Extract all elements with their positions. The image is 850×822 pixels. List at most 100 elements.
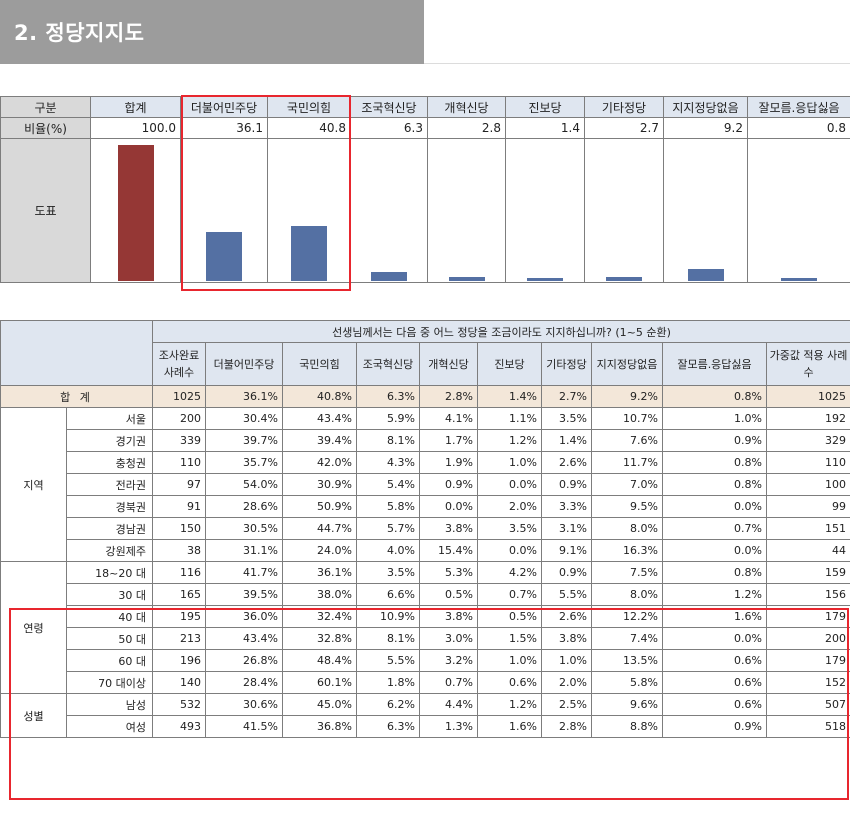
chart-cell <box>505 138 585 283</box>
cell-value: 3.2% <box>419 649 478 672</box>
cell-value: 2.5% <box>541 693 592 716</box>
cell-value: 9.5% <box>591 495 663 518</box>
header-4: 조국혁신당 <box>350 96 428 118</box>
section-title: 2. 정당지지도 <box>14 21 145 45</box>
cell-value: 100 <box>765 473 850 496</box>
rate-value: 0.8 <box>747 117 850 139</box>
cell-value: 3.5% <box>356 561 420 584</box>
rate-value: 100.0 <box>90 117 181 139</box>
total-value: 6.3% <box>356 385 420 408</box>
cell-value: 41.5% <box>205 715 283 738</box>
cell-value: 0.9% <box>541 561 592 584</box>
cell-value: 5.7% <box>356 517 420 540</box>
column-header: 잘모름.응답싫음 <box>662 342 767 386</box>
section-title-bar: 2. 정당지지도 <box>0 0 424 64</box>
cell-value: 3.5% <box>477 517 542 540</box>
party-support-detail-table: 선생님께서는 다음 중 어느 정당을 조금이라도 지지하십니까? (1~5 순환… <box>0 320 850 738</box>
column-header: 더불어민주당 <box>205 342 283 386</box>
cell-value: 0.5% <box>419 583 478 606</box>
header-3: 국민의힘 <box>267 96 351 118</box>
cell-value: 8.0% <box>591 517 663 540</box>
total-value: 2.8% <box>419 385 478 408</box>
summary-rate-row: 비율(%) 100.0 36.1 40.8 6.3 2.8 1.4 2.7 9.2 0.8 <box>0 117 850 139</box>
cell-value: 97 <box>152 473 206 496</box>
row-label: 경기권 <box>66 429 153 452</box>
group-label: 성별 <box>0 693 67 738</box>
cell-value: 11.7% <box>591 451 663 474</box>
cell-value: 196 <box>152 649 206 672</box>
chart-cell <box>267 138 351 283</box>
header-5: 개혁신당 <box>427 96 506 118</box>
cell-value: 151 <box>765 517 850 540</box>
cell-value: 110 <box>765 451 850 474</box>
cell-value: 30.5% <box>205 517 283 540</box>
table-row: 30 대 165 39.5% 38.0% 6.6% 0.5% 0.7% 5.5% 8.0% 1.2… <box>1 583 850 606</box>
cell-value: 1.4% <box>541 429 592 452</box>
cell-value: 165 <box>152 583 206 606</box>
cell-value: 39.4% <box>282 429 357 452</box>
bar-party-4 <box>448 277 485 281</box>
cell-value: 532 <box>152 693 206 716</box>
cell-value: 1.0% <box>541 649 592 672</box>
cell-value: 0.7% <box>477 583 542 606</box>
cell-value: 152 <box>765 671 850 694</box>
cell-value: 54.0% <box>205 473 283 496</box>
bar-party-7 <box>687 268 724 281</box>
summary-header-row: 구분 합계 더불어민주당 국민의힘 조국혁신당 개혁신당 진보당 기타정당 지지정당없음 잘모름.… <box>0 96 850 118</box>
total-value: 2.7% <box>541 385 592 408</box>
cell-value: 1.7% <box>419 429 478 452</box>
cell-value: 5.4% <box>356 473 420 496</box>
cell-value: 38.0% <box>282 583 357 606</box>
cell-value: 43.4% <box>205 627 283 650</box>
cell-value: 5.5% <box>356 649 420 672</box>
cell-value: 0.8% <box>662 561 767 584</box>
chart-cell <box>584 138 664 283</box>
cell-value: 24.0% <box>282 539 357 562</box>
cell-value: 36.1% <box>282 561 357 584</box>
rate-value: 1.4 <box>505 117 585 139</box>
cell-value: 5.3% <box>419 561 478 584</box>
cell-value: 0.0% <box>662 539 767 562</box>
cell-value: 140 <box>152 671 206 694</box>
column-header: 조사완료 사례수 <box>152 342 206 386</box>
cell-value: 32.4% <box>282 605 357 628</box>
table-row: 성별 남성 532 30.6% 45.0% 6.2% 4.4% 1.2% 2.5% 9.6% 0.6… <box>0 693 850 738</box>
cell-value: 32.8% <box>282 627 357 650</box>
header-9: 잘모름.응답싫음 <box>747 96 850 118</box>
total-value: 1025 <box>765 385 850 408</box>
cell-value: 0.6% <box>662 671 767 694</box>
cell-value: 5.9% <box>356 407 420 430</box>
cell-value: 44 <box>765 539 850 562</box>
column-header: 지지정당없음 <box>591 342 663 386</box>
cell-value: 7.4% <box>591 627 663 650</box>
cell-value: 2.0% <box>541 671 592 694</box>
row-label: 여성 <box>66 715 153 738</box>
column-header: 기타정당 <box>541 342 592 386</box>
bar-total <box>117 145 154 281</box>
cell-value: 44.7% <box>282 517 357 540</box>
cell-value: 0.0% <box>419 495 478 518</box>
total-row: 합 계 1025 36.1% 40.8% 6.3% 2.8% 1.4% 2.7% 9.2% 0.8… <box>0 385 850 408</box>
chart-cell <box>350 138 428 283</box>
header-8: 지지정당없음 <box>663 96 748 118</box>
question-text: 선생님께서는 다음 중 어느 정당을 조금이라도 지지하십니까? (1~5 순환… <box>151 320 850 343</box>
cell-value: 36.0% <box>205 605 283 628</box>
cell-value: 0.0% <box>477 539 542 562</box>
cell-value: 5.8% <box>591 671 663 694</box>
chart-cell <box>90 138 181 283</box>
cell-value: 48.4% <box>282 649 357 672</box>
header-2: 더불어민주당 <box>180 96 268 118</box>
cell-value: 13.5% <box>591 649 663 672</box>
row-label: 경남권 <box>66 517 153 540</box>
cell-value: 39.7% <box>205 429 283 452</box>
cell-value: 30.9% <box>282 473 357 496</box>
cell-value: 4.1% <box>419 407 478 430</box>
cell-value: 35.7% <box>205 451 283 474</box>
cell-value: 3.0% <box>419 627 478 650</box>
cell-value: 179 <box>765 605 850 628</box>
row-label: 남성 <box>66 693 153 716</box>
cell-value: 0.0% <box>662 495 767 518</box>
chart-cell <box>747 138 850 283</box>
bar-party-1 <box>206 231 242 281</box>
cell-value: 2.8% <box>541 715 592 738</box>
